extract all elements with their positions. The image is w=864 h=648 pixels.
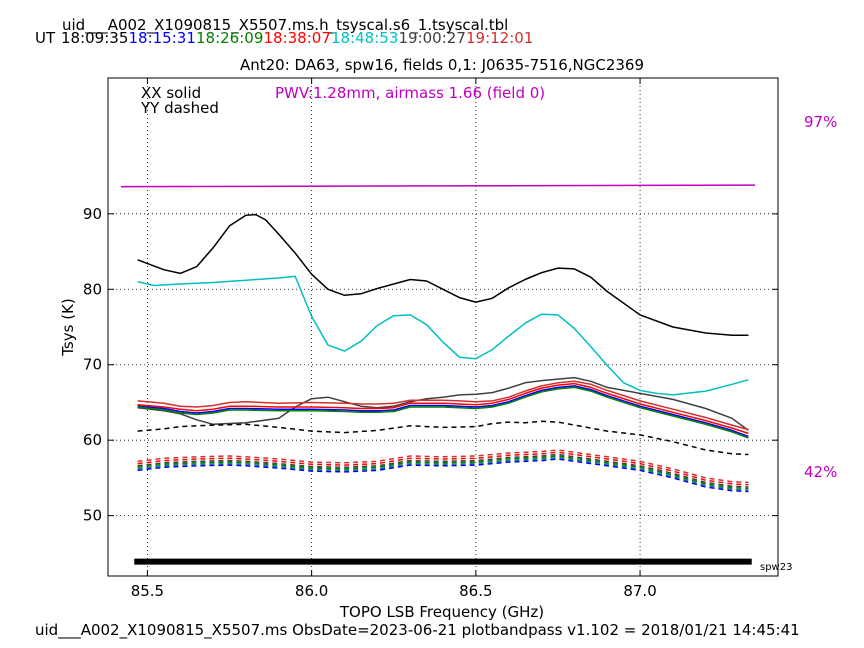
y-tick-label: 70 xyxy=(83,356,102,374)
legend-xx: XX solid xyxy=(141,84,201,102)
series-line-yy-13 xyxy=(137,458,749,493)
x-tick-label: 86.5 xyxy=(459,582,492,600)
series-line-yy-8 xyxy=(137,449,749,484)
pwv-label: PWV:1.28mm, airmass 1.66 (field 0) xyxy=(275,84,545,102)
transmission-bottom-label: 42% xyxy=(804,463,837,481)
axis-ticks: 85.5 86.0 86.5 87.0 50 60 70 80 90 xyxy=(83,78,778,600)
ut-time-2: 18:26:09 xyxy=(196,29,263,47)
y-tick-label: 60 xyxy=(83,431,102,449)
spw-label: spw23 xyxy=(760,562,792,573)
series-line-xx-3 xyxy=(137,380,749,431)
series-line-yy-11 xyxy=(137,455,749,490)
x-axis-label: TOPO LSB Frequency (GHz) xyxy=(339,603,544,621)
ut-time-0: 18:09:35 xyxy=(61,29,128,47)
y-tick-label: 50 xyxy=(83,507,102,525)
ut-label: UT xyxy=(35,29,56,47)
series-line-xx-5 xyxy=(137,385,749,438)
series-line-yy-7 xyxy=(137,420,749,456)
plot-area xyxy=(108,78,778,576)
grid xyxy=(108,78,778,576)
y-tick-label: 90 xyxy=(83,205,102,223)
footer-info: uid___A002_X1090815_X5507.ms ObsDate=202… xyxy=(35,621,800,640)
x-tick-label: 85.5 xyxy=(131,582,164,600)
series-line-xx-1 xyxy=(137,275,749,396)
series-line-yy-9 xyxy=(137,451,749,486)
series-line-xx-6 xyxy=(137,386,749,439)
legend-yy: YY dashed xyxy=(140,99,219,117)
series-lines xyxy=(121,184,756,565)
series-line-yy-10 xyxy=(137,453,749,488)
x-tick-label: 86.0 xyxy=(295,582,328,600)
series-line-xx-4 xyxy=(137,382,749,435)
transmission-top-label: 97% xyxy=(804,113,837,131)
x-tick-label: 87.0 xyxy=(623,582,656,600)
series-line-yy-12 xyxy=(137,456,749,491)
y-tick-label: 80 xyxy=(83,280,102,298)
ut-time-6: 19:12:01 xyxy=(466,29,533,47)
ut-time-5: 19:00:27 xyxy=(399,29,466,47)
ut-time-3: 18:38:07 xyxy=(264,29,331,47)
transmission-line xyxy=(121,184,756,188)
chart-subtitle: Ant20: DA63, spw16, fields 0,1: J0635-75… xyxy=(240,56,644,74)
y-axis-label: Tsys (K) xyxy=(59,298,77,357)
series-line-xx-2 xyxy=(137,376,749,432)
ut-time-4: 18:48:53 xyxy=(331,29,398,47)
file-title: uid___A002_X1090815_X5507.ms.h_tsyscal.s… xyxy=(62,16,508,35)
series-line-xx-0 xyxy=(137,213,749,337)
plot-frame xyxy=(107,77,779,577)
ut-time-1: 18:15:31 xyxy=(129,29,196,47)
ut-times: 18:09:35 18:15:31 18:26:09 18:38:07 18:48:53… xyxy=(61,29,533,47)
